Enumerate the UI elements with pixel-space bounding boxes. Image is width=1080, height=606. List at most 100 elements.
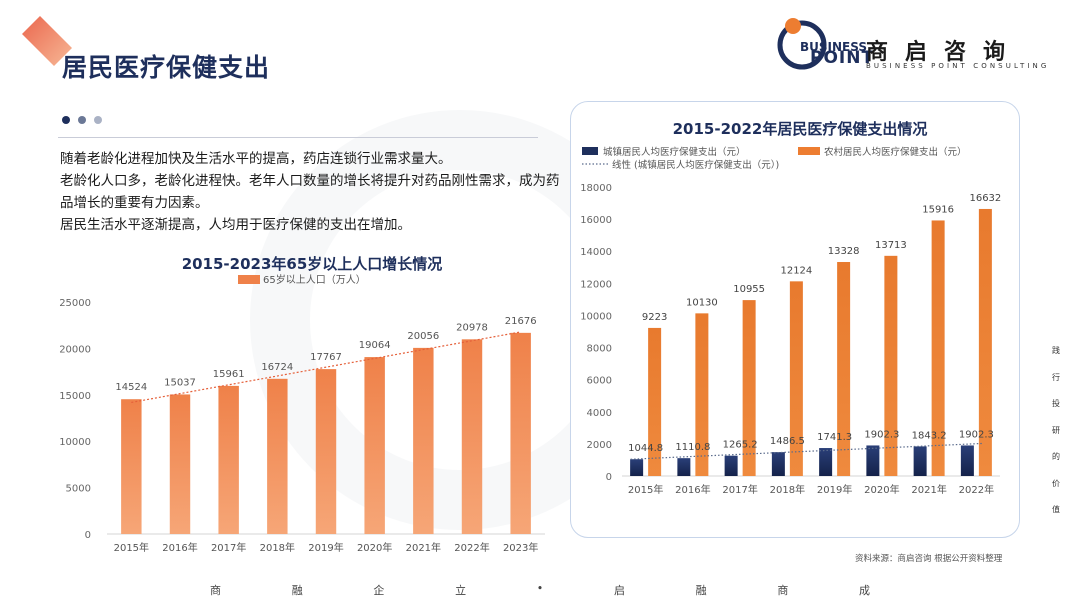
intro-text: 随着老龄化进程加快及生活水平的提高，药店连锁行业需求量大。 老龄化人口多，老龄化… — [60, 148, 560, 236]
legend-label-rural: 农村居民人均医疗保健支出（元） — [824, 146, 967, 158]
y-tick-label: 10000 — [59, 437, 91, 448]
legend-swatch — [238, 275, 260, 284]
data-label-rural: 9223 — [642, 312, 667, 323]
data-label-urban: 1110.8 — [675, 442, 710, 453]
bar-rural — [931, 220, 945, 476]
y-tick-label: 4000 — [587, 408, 612, 419]
bar-rural — [695, 313, 709, 476]
divider — [58, 137, 538, 138]
data-label: 17767 — [310, 352, 342, 363]
x-tick-label: 2019年 — [308, 541, 343, 554]
x-tick-label: 2020年 — [864, 483, 899, 496]
x-tick-label: 2021年 — [406, 541, 441, 554]
bar-rural — [648, 327, 662, 476]
data-label-urban: 1902.3 — [864, 429, 899, 440]
y-tick-label: 0 — [85, 530, 91, 541]
bar-urban — [913, 446, 927, 476]
bar — [461, 339, 483, 534]
legend-swatch-urban — [582, 147, 598, 155]
x-tick-label: 2017年 — [722, 483, 757, 496]
x-tick-label: 2017年 — [211, 541, 246, 554]
footer-char: 商 — [777, 584, 789, 597]
data-label-rural: 12124 — [780, 265, 812, 276]
data-label-urban: 1741.3 — [817, 432, 852, 443]
corner-decoration — [22, 16, 72, 66]
y-tick-label: 16000 — [580, 215, 612, 226]
legend-label: 65岁以上人口（万人） — [263, 273, 366, 286]
bar-urban — [866, 445, 880, 476]
intro-line-1: 随着老龄化进程加快及生活水平的提高，药店连锁行业需求量大。 — [60, 151, 452, 167]
bar — [169, 394, 191, 534]
data-label-rural: 15916 — [922, 204, 954, 215]
x-tick-label: 2015年 — [628, 483, 663, 496]
y-tick-label: 2000 — [587, 440, 612, 451]
page-title: 居民医疗保健支出 — [62, 53, 271, 82]
side-char: 研 — [1052, 425, 1060, 435]
data-label-urban: 1265.2 — [723, 440, 758, 451]
x-tick-label: 2016年 — [162, 541, 197, 554]
footer-char: 启 — [613, 584, 625, 597]
footer-char: 商 — [210, 584, 221, 597]
x-tick-label: 2016年 — [675, 483, 710, 496]
bar-urban — [771, 452, 785, 476]
bar-rural — [789, 281, 803, 476]
intro-line-2: 老龄化人口多，老龄化进程快。老年人口数量的增长将提升对药品刚性需求，成为药品增长… — [60, 173, 560, 211]
bar — [315, 369, 337, 534]
logo-en-line1: BUSINESS — [800, 40, 867, 54]
logo-subtitle: BUSINESS POINT CONSULTING — [866, 62, 1050, 70]
bar — [413, 347, 434, 534]
data-label-urban: 1902.3 — [959, 429, 994, 440]
trendline — [131, 331, 521, 404]
bar-urban — [819, 448, 833, 476]
data-label: 20978 — [456, 322, 488, 333]
dot-2 — [78, 116, 86, 124]
data-label: 21676 — [505, 316, 537, 327]
chart-title: 2015-2023年65岁以上人口增长情况 — [182, 255, 443, 273]
bar — [364, 357, 385, 534]
y-tick-label: 14000 — [580, 247, 612, 258]
x-tick-label: 2022年 — [454, 541, 489, 554]
bar-urban — [960, 445, 974, 476]
y-tick-label: 10000 — [580, 311, 612, 322]
x-tick-label: 2018年 — [260, 541, 295, 554]
x-tick-label: 2020年 — [357, 541, 392, 554]
x-tick-label: 2015年 — [114, 541, 149, 554]
side-char: 投 — [1052, 399, 1060, 408]
bar — [267, 378, 288, 534]
bar-urban — [630, 459, 644, 476]
legend-label-urban: 城镇居民人均医疗保健支出（元） — [603, 146, 746, 158]
y-tick-label: 0 — [606, 472, 612, 483]
y-tick-label: 20000 — [59, 344, 91, 355]
source-note: 资料来源：商启咨询 根据公开资料整理 — [855, 554, 1003, 564]
intro-line-3: 居民生活水平逐渐提高，人均用于医疗保健的支出在增加。 — [60, 217, 411, 233]
footer-char: 立 — [455, 584, 467, 597]
footer-char: 融 — [291, 584, 303, 597]
side-vertical-text: 践 行 投 研 的 价 值 — [1049, 338, 1063, 524]
footer-char: 企 — [373, 584, 385, 597]
data-label-rural: 10955 — [733, 284, 765, 295]
chart-title: 2015-2022年居民医疗保健支出情况 — [673, 120, 928, 138]
company-logo: BUSINESS POINT 商启咨询 BUSINESS POINT CONSU… — [776, 14, 1061, 72]
footer-char: • — [536, 582, 544, 595]
bar-rural — [884, 255, 898, 476]
legend-swatch-rural — [798, 147, 820, 155]
bar-urban — [724, 455, 738, 476]
x-tick-label: 2023年 — [503, 541, 538, 554]
data-label-rural: 13713 — [875, 240, 907, 251]
footer-slogan: 商 融 企 立 • 启 融 商 成 — [210, 582, 870, 598]
pagination-dots — [62, 116, 102, 124]
bar — [510, 332, 531, 534]
bar-rural — [742, 300, 756, 476]
logo-cn-name: 商启咨询 — [866, 40, 1023, 65]
side-char: 的 — [1052, 452, 1060, 461]
bar — [218, 385, 239, 534]
footer-char: 融 — [695, 584, 707, 597]
data-label: 15961 — [213, 369, 245, 380]
data-label: 16724 — [261, 362, 293, 373]
logo-en-line2: POINT — [810, 48, 875, 68]
y-tick-label: 18000 — [580, 183, 612, 194]
data-label-rural: 10130 — [686, 297, 718, 308]
side-char: 行 — [1052, 372, 1060, 382]
